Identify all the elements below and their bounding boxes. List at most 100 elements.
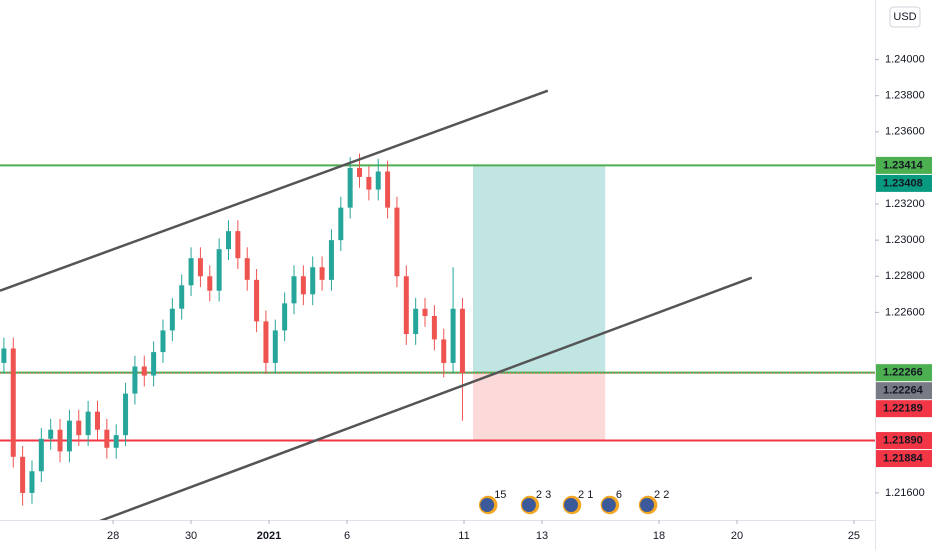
y-tick-label: 1.23600 bbox=[885, 126, 925, 138]
candle-body bbox=[375, 171, 381, 190]
y-tick-label: 1.23800 bbox=[885, 90, 925, 102]
currency-button[interactable] bbox=[889, 6, 921, 28]
event-flag bbox=[601, 498, 616, 512]
candle-body bbox=[29, 471, 35, 493]
candle-body bbox=[113, 435, 119, 448]
candle-body bbox=[132, 366, 138, 394]
candle-body bbox=[207, 276, 213, 291]
event-flag bbox=[480, 498, 495, 512]
price-label-box bbox=[876, 156, 932, 174]
candle-body bbox=[403, 276, 409, 335]
plot-area bbox=[0, 89, 875, 520]
event-label: 2 1 bbox=[578, 489, 593, 501]
event-flag bbox=[521, 498, 536, 512]
candle-body bbox=[57, 429, 63, 452]
x-tick-label: 13 bbox=[536, 530, 548, 542]
candle-body bbox=[76, 420, 82, 436]
trend-line bbox=[99, 276, 753, 520]
x-tick-label: 18 bbox=[653, 530, 665, 542]
price-label-text: 1.22266 bbox=[883, 367, 923, 379]
candle-body bbox=[94, 411, 100, 430]
price-label-box bbox=[876, 432, 932, 450]
price-label-box bbox=[876, 450, 932, 468]
candle-body bbox=[104, 429, 110, 448]
candle-body bbox=[357, 167, 363, 177]
candle-body bbox=[300, 276, 306, 295]
candle-body bbox=[441, 339, 447, 363]
price-label-text: 1.21890 bbox=[883, 434, 923, 446]
candle-body bbox=[48, 429, 54, 439]
candle-body bbox=[254, 279, 260, 322]
candle-body bbox=[244, 258, 250, 280]
x-tick-label: 11 bbox=[458, 530, 469, 542]
y-tick-label: 1.22800 bbox=[885, 270, 925, 282]
candle-body bbox=[141, 366, 147, 376]
candle-body bbox=[338, 207, 344, 241]
event-label: 2 3 bbox=[536, 489, 551, 501]
y-tick-label: 1.22600 bbox=[885, 306, 925, 318]
price-label-text: 1.22264 bbox=[883, 385, 924, 397]
price-label-text: 1.23408 bbox=[883, 177, 923, 189]
event-label: 15 bbox=[494, 489, 506, 501]
candle-body bbox=[347, 167, 353, 208]
candle-body bbox=[179, 285, 185, 309]
candle-body bbox=[123, 393, 129, 436]
candle-body bbox=[263, 321, 269, 363]
candle-body bbox=[169, 308, 175, 331]
y-tick-label: 1.21600 bbox=[885, 487, 925, 499]
price-label: 1.22264 bbox=[876, 382, 932, 400]
price-label: 1.23414 bbox=[876, 156, 932, 174]
price-label-text: 1.21884 bbox=[883, 452, 924, 464]
x-tick-label: 30 bbox=[185, 530, 197, 542]
price-label-box bbox=[876, 364, 932, 382]
loss-zone bbox=[472, 372, 606, 441]
profit-zone bbox=[472, 165, 606, 373]
price-label-box bbox=[876, 382, 932, 400]
x-tick-label: 2021 bbox=[257, 530, 281, 542]
candle-body bbox=[328, 240, 334, 280]
x-tick-label: 6 bbox=[344, 530, 350, 542]
y-tick-label: 1.23200 bbox=[885, 198, 925, 210]
price-label-box bbox=[876, 400, 932, 418]
x-tick-label: 28 bbox=[107, 530, 119, 542]
candle-body bbox=[85, 411, 91, 436]
candle-body bbox=[10, 348, 16, 457]
candle-body bbox=[431, 315, 437, 340]
candle-body bbox=[225, 231, 231, 250]
price-label-text: 1.22189 bbox=[883, 403, 923, 415]
x-tick-label: 25 bbox=[848, 530, 860, 542]
price-label: 1.22266 bbox=[876, 364, 932, 382]
candle-body bbox=[394, 207, 400, 277]
price-label: 1.23408 bbox=[876, 174, 932, 192]
candle-body bbox=[422, 308, 428, 316]
candle-body bbox=[450, 308, 456, 363]
candle-body bbox=[385, 171, 391, 208]
candle-body bbox=[319, 267, 325, 280]
trend-line bbox=[0, 89, 549, 292]
candle-body bbox=[188, 258, 194, 286]
candle-body bbox=[151, 352, 157, 376]
event-label: 6 bbox=[616, 489, 622, 501]
candle-body bbox=[38, 438, 44, 472]
candle-body bbox=[459, 308, 465, 374]
price-label-box bbox=[876, 174, 932, 192]
price-label: 1.21890 bbox=[876, 432, 932, 450]
candle-body bbox=[282, 303, 288, 331]
candle-body bbox=[20, 456, 26, 493]
candle-body bbox=[413, 308, 419, 335]
candle-body bbox=[160, 330, 166, 353]
y-tick-label: 1.24000 bbox=[885, 53, 925, 65]
candle-body bbox=[366, 176, 372, 190]
candle-body bbox=[66, 420, 72, 452]
currency-label: USD bbox=[893, 11, 916, 23]
candle-body bbox=[216, 249, 222, 291]
price-label: 1.22189 bbox=[876, 400, 932, 418]
event-flag bbox=[564, 498, 579, 512]
candle-body bbox=[310, 267, 316, 295]
price-label: 1.21884 bbox=[876, 450, 932, 468]
event-flag bbox=[640, 498, 655, 512]
y-tick-label: 1.23000 bbox=[885, 234, 925, 246]
candle-body bbox=[272, 330, 278, 363]
